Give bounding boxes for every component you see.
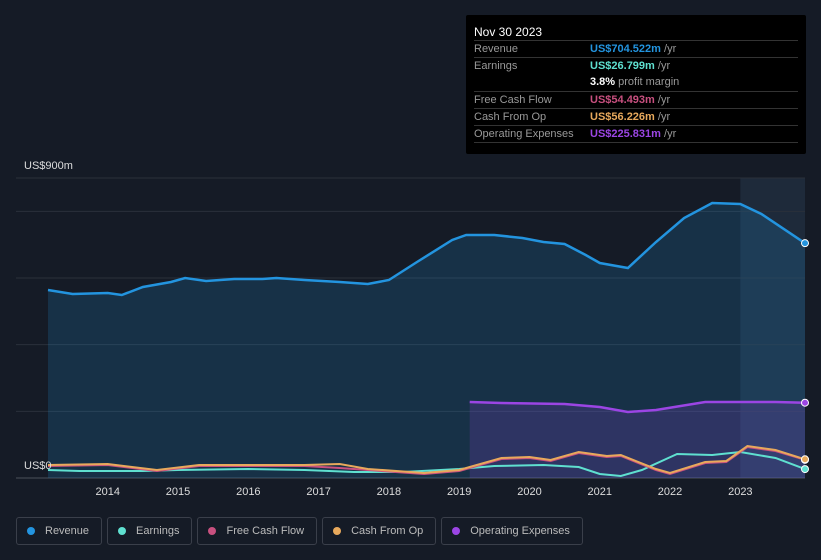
series-area-operating-expenses (469, 402, 805, 478)
legend-label: Operating Expenses (470, 525, 570, 537)
tooltip-row: 3.8% profit margin (474, 74, 798, 91)
legend-dot-icon (452, 527, 461, 535)
tooltip-row: Operating Expenses US$225.831m /yr (474, 125, 798, 143)
x-tick-label: 2014 (96, 486, 120, 498)
series-line-operating-expenses (469, 400, 806, 414)
legend-dot-icon (333, 527, 342, 535)
series-line-cash-from-op (47, 444, 806, 475)
x-tick-label: 2022 (658, 486, 682, 498)
tooltip-value: US$54.493m /yr (590, 92, 670, 109)
tooltip-unit: profit margin (615, 76, 680, 88)
legend-dot-icon (208, 527, 217, 535)
tooltip-value: US$704.522m /yr (590, 41, 676, 58)
tooltip-unit: /yr (654, 60, 671, 72)
x-tick-label: 2021 (588, 486, 612, 498)
legend-item-earnings[interactable]: Earnings (107, 517, 193, 545)
series-end-marker (801, 455, 809, 464)
legend-item-revenue[interactable]: Revenue (16, 517, 103, 545)
tooltip-value-text: US$704.522m (590, 43, 661, 55)
x-tick-label: 2020 (517, 486, 541, 498)
tooltip-label: Earnings (474, 60, 518, 72)
x-tick-label: 2023 (728, 486, 752, 498)
legend-item-operating-expenses[interactable]: Operating Expenses (441, 517, 583, 545)
legend-label: Earnings (136, 525, 180, 537)
divider (474, 142, 798, 160)
series-line-revenue (47, 201, 806, 297)
tooltip-date: Nov 30 2023 (474, 25, 543, 39)
tooltip-row: Free Cash Flow US$54.493m /yr (474, 91, 798, 109)
tooltip-value-text: US$26.799m (590, 60, 655, 72)
tooltip-label: Cash From Op (474, 111, 547, 123)
tooltip-value-text: 3.8% (590, 76, 616, 88)
legend-dot-icon (27, 527, 35, 535)
legend: Revenue Earnings Free Cash Flow Cash From O… (16, 517, 583, 545)
tooltip-row: Cash From Op US$56.226m /yr (474, 108, 798, 126)
tooltip-value: US$56.226m /yr (590, 109, 670, 126)
series-end-marker (801, 398, 809, 407)
series-end-marker (801, 239, 809, 248)
y-axis-top-label: US$900m (24, 160, 73, 172)
tooltip-value-text: US$54.493m (590, 94, 655, 106)
tooltip-unit: /yr (654, 94, 671, 106)
legend-item-cash-from-op[interactable]: Cash From Op (322, 517, 437, 545)
tooltip-value: 3.8% profit margin (590, 74, 679, 91)
legend-item-free-cash-flow[interactable]: Free Cash Flow (197, 517, 318, 545)
y-axis-bottom-label: US$0 (24, 460, 52, 472)
chart-area: 2014 2015 2016 2017 2018 2019 2020 2021 2022 2023 (16, 177, 809, 498)
legend-dot-icon (118, 527, 127, 535)
x-tick-label: 2016 (236, 486, 260, 498)
tooltip-unit: /yr (660, 43, 677, 55)
x-tick-label: 2018 (377, 486, 401, 498)
tooltip-value: US$26.799m /yr (590, 58, 670, 75)
x-tick-label: 2019 (447, 486, 471, 498)
legend-label: Revenue (45, 525, 90, 537)
tooltip-unit: /yr (660, 128, 677, 140)
x-tick-label: 2017 (306, 486, 330, 498)
tooltip-row: Revenue US$704.522m /yr (474, 40, 798, 58)
tooltip-value-text: US$225.831m (590, 128, 661, 140)
tooltip-label: Free Cash Flow (474, 94, 552, 106)
tooltip-row: Earnings US$26.799m /yr (474, 57, 798, 75)
tooltip-label: Revenue (474, 43, 519, 55)
legend-label: Cash From Op (351, 525, 424, 537)
highlight-band (740, 178, 805, 478)
series-line-earnings (47, 450, 806, 478)
tooltip-unit: /yr (654, 111, 671, 123)
tooltip-label: Operating Expenses (474, 128, 574, 140)
tooltip-value: US$225.831m /yr (590, 126, 676, 143)
series-end-marker (801, 465, 809, 474)
tooltip: Nov 30 2023 Revenue US$704.522m /yr Earnin… (466, 15, 806, 154)
x-tick-label: 2015 (166, 486, 190, 498)
legend-label: Free Cash Flow (226, 525, 305, 537)
tooltip-value-text: US$56.226m (590, 111, 655, 123)
